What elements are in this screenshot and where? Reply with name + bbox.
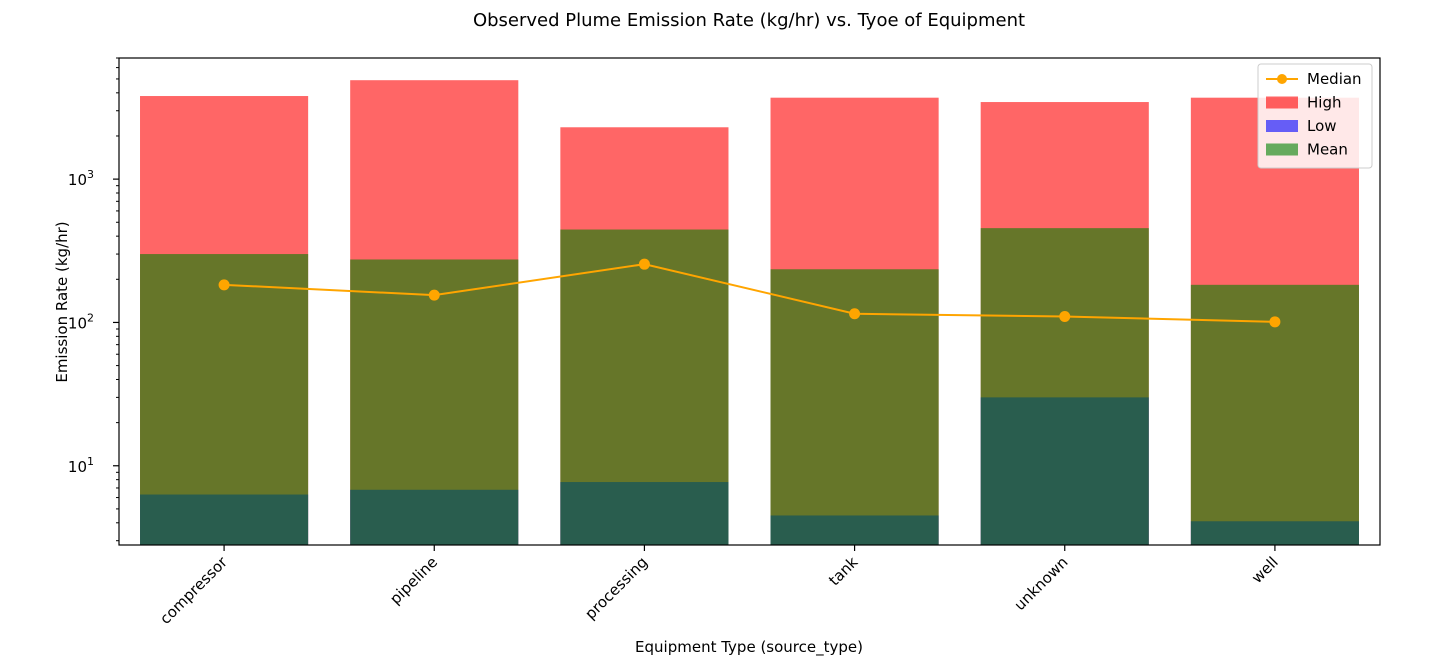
legend-label-high: High	[1307, 94, 1341, 112]
legend-label-median: Median	[1307, 70, 1362, 88]
x-axis-label: Equipment Type (source_type)	[635, 638, 863, 657]
median-point-pipeline	[428, 289, 440, 301]
chart-title: Observed Plume Emission Rate (kg/hr) vs.…	[473, 10, 1025, 31]
x-tick-label-pipeline: pipeline	[386, 553, 441, 608]
x-tick-label-compressor: compressor	[156, 553, 231, 628]
legend-swatch-high	[1266, 96, 1298, 109]
bar-mean-unknown	[980, 228, 1149, 545]
y-tick-label: 101	[68, 455, 94, 476]
y-tick-label: 103	[68, 168, 94, 189]
median-point-compressor	[218, 279, 230, 291]
legend-box	[1257, 63, 1373, 169]
bar-mean-pipeline	[350, 259, 519, 545]
bar-mean-processing	[560, 229, 729, 545]
median-point-tank	[849, 308, 861, 320]
x-tick-label-unknown: unknown	[1011, 553, 1072, 614]
legend: Median High Low Mean	[1257, 63, 1373, 169]
median-line	[224, 263, 1275, 323]
plot-frame	[118, 57, 1381, 546]
legend-marker-median	[1277, 74, 1287, 84]
legend-label-low: Low	[1307, 117, 1337, 135]
x-tick-label-well: well	[1248, 553, 1282, 587]
legend-label-mean: Mean	[1307, 141, 1348, 159]
median-point-unknown	[1059, 311, 1071, 323]
x-tick-label-tank: tank	[825, 553, 861, 589]
median-point-processing	[638, 258, 650, 270]
x-tick-label-processing: processing	[581, 553, 651, 623]
plot-area: 101 102 103 compressor pipeline processing tan…	[68, 57, 1381, 628]
bar-mean-compressor	[140, 254, 309, 545]
bar-mean-well	[1190, 284, 1359, 545]
y-axis-label: Emission Rate (kg/hr)	[53, 221, 71, 382]
y-tick-label: 102	[68, 311, 94, 332]
legend-swatch-mean	[1266, 143, 1298, 156]
median-point-well	[1269, 316, 1281, 328]
legend-swatch-low	[1266, 120, 1298, 132]
